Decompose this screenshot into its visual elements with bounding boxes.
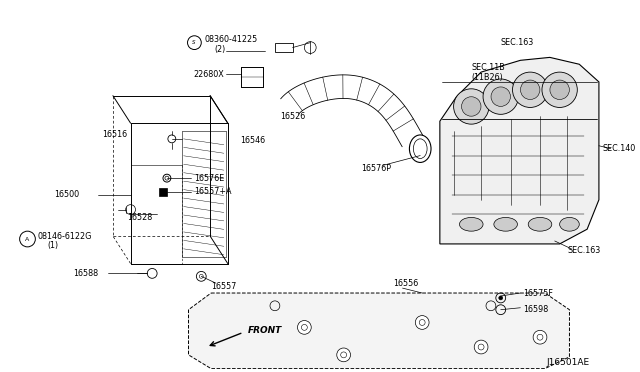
Bar: [159, 188, 167, 196]
Ellipse shape: [559, 217, 579, 231]
Ellipse shape: [460, 217, 483, 231]
Text: 08360-41225: 08360-41225: [204, 35, 257, 44]
Circle shape: [474, 340, 488, 354]
Text: A: A: [26, 237, 29, 241]
Circle shape: [454, 89, 489, 124]
Circle shape: [533, 330, 547, 344]
Circle shape: [542, 72, 577, 108]
Text: 16557: 16557: [211, 282, 236, 291]
Text: 16528: 16528: [127, 213, 153, 222]
Circle shape: [513, 72, 548, 108]
Circle shape: [337, 348, 351, 362]
Text: SEC.11B: SEC.11B: [471, 63, 505, 72]
Text: 16576E: 16576E: [195, 174, 225, 183]
Text: 16556: 16556: [393, 279, 418, 288]
Circle shape: [550, 80, 570, 99]
Text: (11B26): (11B26): [471, 73, 503, 81]
Circle shape: [165, 176, 169, 180]
Text: SEC.140: SEC.140: [603, 144, 636, 153]
Text: 08146-6122G: 08146-6122G: [37, 232, 92, 241]
Circle shape: [461, 97, 481, 116]
Circle shape: [520, 80, 540, 99]
Circle shape: [483, 79, 518, 114]
Text: SEC.163: SEC.163: [500, 38, 534, 47]
Text: FRONT: FRONT: [248, 326, 282, 335]
Text: 16575F: 16575F: [524, 289, 553, 298]
Polygon shape: [189, 293, 570, 369]
Text: (1): (1): [47, 241, 58, 250]
Polygon shape: [440, 57, 599, 244]
Text: SEC.163: SEC.163: [568, 246, 601, 255]
Bar: [275, 43, 292, 52]
Ellipse shape: [494, 217, 517, 231]
Circle shape: [499, 296, 502, 300]
Circle shape: [415, 315, 429, 329]
Text: S: S: [191, 40, 195, 45]
Text: 16500: 16500: [54, 190, 79, 199]
Text: 22680X: 22680X: [193, 70, 224, 78]
Text: 16526: 16526: [280, 112, 305, 121]
Text: (2): (2): [214, 45, 225, 54]
Text: 16588: 16588: [74, 269, 99, 278]
Ellipse shape: [528, 217, 552, 231]
Text: 16557+A: 16557+A: [195, 187, 232, 196]
Circle shape: [298, 321, 311, 334]
Text: 16546: 16546: [241, 136, 266, 145]
Text: 16598: 16598: [524, 305, 548, 314]
Text: 16576P: 16576P: [362, 164, 391, 173]
Text: J16501AE: J16501AE: [546, 358, 589, 367]
Text: 16516: 16516: [102, 131, 127, 140]
Circle shape: [491, 87, 511, 106]
